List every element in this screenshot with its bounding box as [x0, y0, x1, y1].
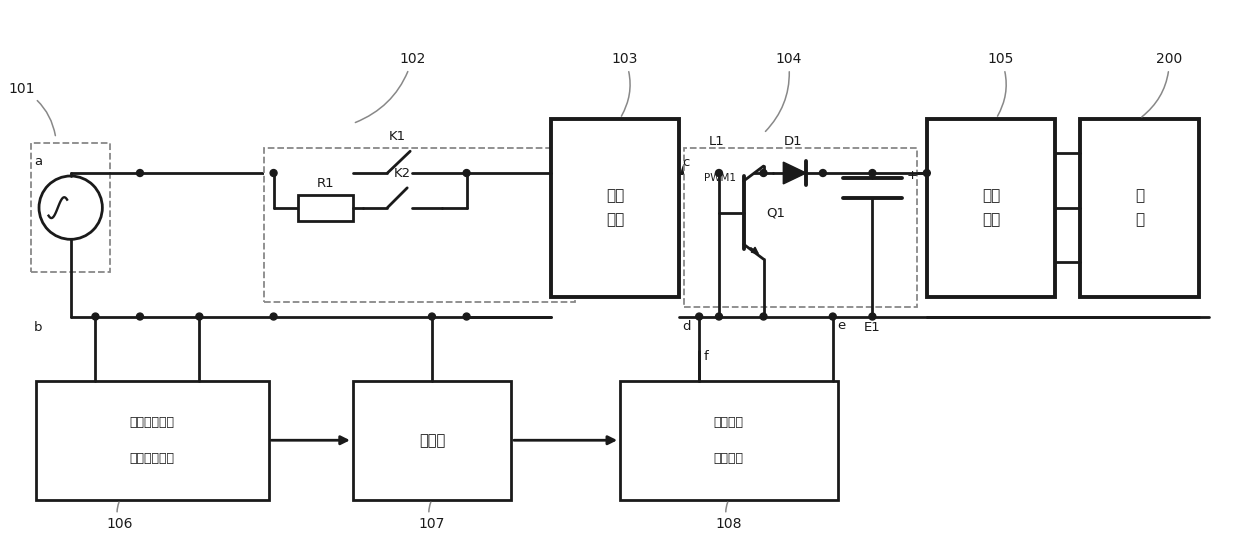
Text: +: +: [906, 170, 918, 183]
Circle shape: [760, 313, 768, 320]
Circle shape: [760, 170, 768, 177]
Text: 101: 101: [7, 82, 56, 136]
FancyBboxPatch shape: [551, 119, 680, 296]
Text: a: a: [33, 155, 42, 168]
Text: 検测电路: 検测电路: [714, 451, 744, 464]
Circle shape: [92, 313, 99, 320]
Text: c: c: [682, 156, 689, 169]
Text: 108: 108: [715, 502, 742, 531]
Text: 102: 102: [356, 52, 425, 122]
FancyBboxPatch shape: [36, 381, 269, 500]
FancyBboxPatch shape: [1080, 119, 1199, 296]
Circle shape: [820, 170, 826, 177]
Text: 200: 200: [1142, 52, 1183, 117]
FancyBboxPatch shape: [264, 149, 575, 302]
Text: f: f: [704, 350, 709, 363]
Circle shape: [463, 170, 470, 177]
Circle shape: [715, 170, 723, 177]
FancyBboxPatch shape: [31, 143, 110, 272]
Circle shape: [869, 313, 875, 320]
Text: b: b: [33, 321, 42, 334]
Text: 106: 106: [107, 502, 134, 531]
FancyBboxPatch shape: [299, 195, 352, 221]
Circle shape: [924, 170, 930, 177]
Text: 直流电压: 直流电压: [714, 416, 744, 429]
Text: E1: E1: [864, 321, 880, 334]
Text: 整流
电路: 整流 电路: [606, 188, 624, 228]
Circle shape: [830, 313, 836, 320]
Text: 负
载: 负 载: [1135, 188, 1145, 228]
Circle shape: [136, 313, 144, 320]
Polygon shape: [784, 162, 806, 184]
Text: K2: K2: [393, 167, 410, 180]
Circle shape: [136, 170, 144, 177]
FancyBboxPatch shape: [684, 149, 916, 307]
Text: D1: D1: [784, 136, 802, 149]
Circle shape: [463, 313, 470, 320]
Text: 107: 107: [419, 502, 445, 531]
FancyBboxPatch shape: [620, 381, 838, 500]
Text: 逆变
电路: 逆变 电路: [982, 188, 1001, 228]
Text: d: d: [682, 320, 691, 333]
Circle shape: [715, 313, 723, 320]
Text: 105: 105: [988, 52, 1014, 116]
Text: 103: 103: [611, 52, 639, 116]
Circle shape: [696, 313, 703, 320]
Circle shape: [429, 313, 435, 320]
Text: K1: K1: [389, 130, 405, 143]
Text: e: e: [838, 319, 846, 332]
Circle shape: [270, 313, 277, 320]
Circle shape: [270, 170, 277, 177]
FancyBboxPatch shape: [352, 381, 511, 500]
Text: R1: R1: [316, 177, 335, 190]
Text: 时间检测电路: 时间检测电路: [130, 451, 175, 464]
Circle shape: [196, 313, 203, 320]
Circle shape: [869, 170, 875, 177]
Text: 供电电压中断: 供电电压中断: [130, 416, 175, 429]
Text: Q1: Q1: [766, 206, 785, 219]
Text: L1: L1: [708, 136, 724, 149]
Text: PWM1: PWM1: [704, 173, 737, 183]
FancyBboxPatch shape: [926, 119, 1055, 296]
Text: 控制器: 控制器: [419, 433, 445, 448]
Text: 104: 104: [765, 52, 801, 131]
